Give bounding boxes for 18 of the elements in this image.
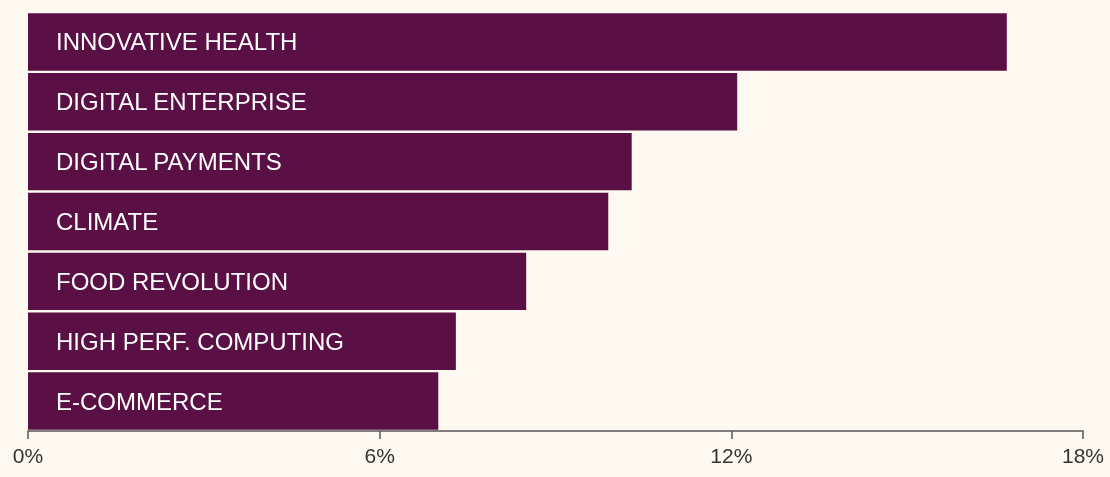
- y-tick-label: FOOD REVOLUTION: [56, 267, 289, 295]
- y-tick-label: DIGITAL ENTERPRISE: [56, 88, 307, 116]
- x-tick-label: 12%: [710, 444, 753, 467]
- x-tick-label: 18%: [1061, 444, 1105, 467]
- y-tick-label: DIGITAL PAYMENTS: [56, 148, 282, 176]
- bar: [28, 132, 632, 191]
- bar: [28, 192, 609, 251]
- bar: [28, 372, 439, 430]
- bar: [28, 73, 738, 131]
- y-tick-label: E-COMMERCE: [56, 387, 223, 415]
- x-tick-label: 6%: [364, 444, 395, 467]
- bar: [28, 252, 527, 311]
- x-tick-label: 0%: [12, 444, 44, 467]
- bar: [28, 312, 456, 370]
- y-tick-label: CLIMATE: [56, 208, 159, 235]
- y-tick-label: HIGH PERF. COMPUTING: [56, 327, 345, 355]
- bar: [28, 13, 1007, 71]
- y-tick-label: INNOVATIVE HEALTH: [56, 28, 298, 56]
